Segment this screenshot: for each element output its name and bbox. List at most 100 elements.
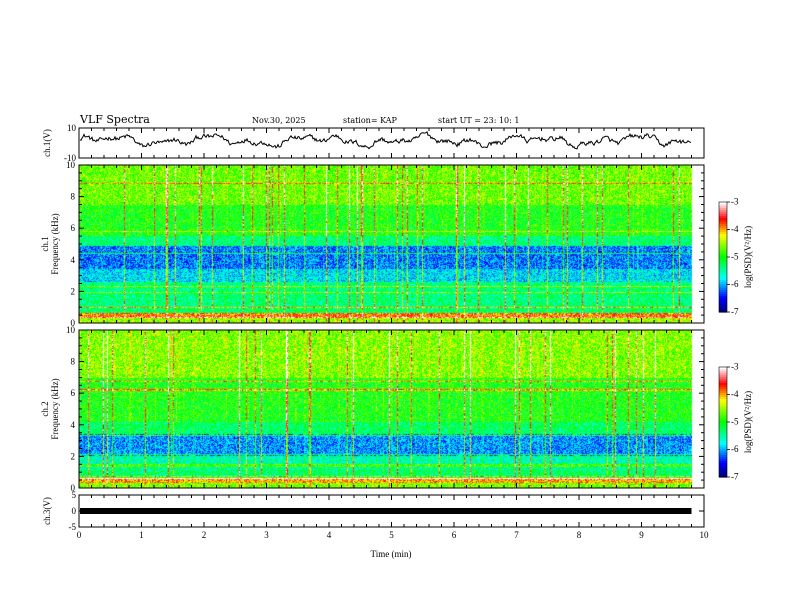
colorbar-segment xyxy=(719,411,727,414)
colorbar-segment xyxy=(719,447,727,450)
colorbar-segment xyxy=(719,300,727,303)
ch2-colorbar: -3 -4 -5 -6 -7 log(PSD)(V²/Hz) xyxy=(718,362,753,482)
colorbar-segment xyxy=(719,306,727,309)
ch2-frequency-axis-title: Frequency (kHz) xyxy=(50,378,60,439)
colorbar-segment xyxy=(719,459,727,462)
colorbar-segment xyxy=(719,453,727,456)
colorbar-segment xyxy=(719,403,727,406)
colorbar-segment xyxy=(719,415,727,418)
colorbar-segment xyxy=(719,272,727,275)
colorbar-segment xyxy=(719,423,727,426)
x-tick-label: 5 xyxy=(389,530,394,540)
colorbar-segment xyxy=(719,381,727,384)
ch2-spectrogram-panel: 0 2 4 6 8 10 ch.2 Frequency (kHz) -3 -4 -5 -6 -7 l… xyxy=(40,325,753,493)
station-label: station= KAP xyxy=(343,116,398,125)
colorbar-segment xyxy=(719,204,727,207)
colorbar-segment xyxy=(719,421,727,424)
ch2-spectrogram-xticks xyxy=(78,330,705,488)
colorbar-segment xyxy=(719,417,727,420)
colorbar-segment xyxy=(719,228,727,231)
colorbar-segment xyxy=(719,385,727,388)
colorbar-segment xyxy=(719,419,727,422)
colorbar-segment xyxy=(719,262,727,265)
colorbar-tick-label: -5 xyxy=(731,417,739,427)
ch3-waveform-panel: 50-5 0 1 2 3 4 5 6 7 8 9 10 ch.3(V) Time (min) xyxy=(42,490,709,559)
ch1-spectrogram-image xyxy=(79,165,704,323)
x-tick-label: 0 xyxy=(77,530,82,540)
colorbar-segment xyxy=(719,286,727,289)
freq-tick-label: 0 xyxy=(71,483,76,493)
freq-tick-label: 0 xyxy=(71,318,76,328)
ch3-waveform-trace xyxy=(80,508,692,514)
colorbar-segment xyxy=(719,216,727,219)
colorbar-segment xyxy=(719,375,727,378)
colorbar-segment xyxy=(719,266,727,269)
x-axis-label: Time (min) xyxy=(371,549,412,559)
colorbar-segment xyxy=(719,449,727,452)
colorbar-segment xyxy=(719,302,727,305)
colorbar-segment xyxy=(719,270,727,273)
colorbar-segment xyxy=(719,389,727,392)
colorbar-segment xyxy=(719,242,727,245)
colorbar-segment xyxy=(719,399,727,402)
ch2-freq-yticks: 0 2 4 6 8 10 xyxy=(66,325,704,493)
colorbar-segment xyxy=(719,232,727,235)
colorbar-segment xyxy=(719,383,727,386)
colorbar-segment xyxy=(719,435,727,438)
colorbar-segment xyxy=(719,304,727,307)
x-tick-label: 7 xyxy=(514,530,519,540)
ch3-y-tick-label: -5 xyxy=(69,522,77,532)
colorbar-segment xyxy=(719,238,727,241)
colorbar-label: log(PSD)(V²/Hz) xyxy=(743,391,753,453)
colorbar-segment xyxy=(719,377,727,380)
ch2-channel-name: ch.2 xyxy=(40,401,50,416)
colorbar-segment xyxy=(719,441,727,444)
colorbar-segment xyxy=(719,202,727,205)
colorbar-segment xyxy=(719,439,727,442)
start-time-label: start UT = 23: 10: 1 xyxy=(438,116,519,125)
colorbar-segment xyxy=(719,292,727,295)
colorbar-segment xyxy=(719,387,727,390)
colorbar-segment xyxy=(719,282,727,285)
ch3-yticks: 5 0 -5 xyxy=(69,490,704,532)
freq-tick-label: 4 xyxy=(71,420,76,430)
x-axis-ticks: 0 1 2 3 4 5 6 7 8 9 10 xyxy=(77,495,709,540)
ch1-freq-yticks: 0 2 4 6 8 10 xyxy=(66,160,704,328)
colorbar-tick-label: -3 xyxy=(731,362,739,372)
colorbar-segment xyxy=(719,298,727,301)
colorbar-segment xyxy=(719,369,727,372)
colorbar-segment xyxy=(719,258,727,261)
date-label: Nov.30, 2025 xyxy=(252,116,306,125)
freq-tick-label: 8 xyxy=(71,192,76,202)
colorbar-segment xyxy=(719,212,727,215)
ch1-waveform-panel: 10 -10 ch.1(V) xyxy=(42,123,705,163)
ch3-y-tick-label: 0 xyxy=(72,506,77,516)
freq-tick-label: 6 xyxy=(71,388,76,398)
colorbar-segment xyxy=(719,437,727,440)
x-tick-label: 2 xyxy=(202,530,207,540)
x-tick-label: 4 xyxy=(327,530,332,540)
colorbar-segment xyxy=(719,429,727,432)
ch3-y-tick-label: 5 xyxy=(72,490,77,500)
colorbar-segment xyxy=(719,276,727,279)
colorbar-tick-label: -4 xyxy=(731,389,739,399)
colorbar-segment xyxy=(719,451,727,454)
colorbar-segment xyxy=(719,274,727,277)
ch1-spectrogram-panel: 0 2 4 6 8 10 ch.1 Frequency (kHz) -3 -4 -5 -6 -7 l… xyxy=(40,160,753,328)
colorbar-segment xyxy=(719,290,727,293)
freq-tick-label: 2 xyxy=(71,451,76,461)
x-tick-label: 9 xyxy=(639,530,644,540)
colorbar-segment xyxy=(719,391,727,394)
ch1-yticks: 10 -10 xyxy=(64,123,704,163)
colorbar-segment xyxy=(719,409,727,412)
colorbar-tick-label: -6 xyxy=(731,279,739,289)
colorbar-segment xyxy=(719,284,727,287)
ch2-channel-label: ch.2 xyxy=(40,401,50,416)
colorbar-segment xyxy=(719,310,727,313)
colorbar-segment xyxy=(719,443,727,446)
ch1-y-tick-label: -10 xyxy=(64,153,76,163)
ch1-ylabel: ch.1(V) xyxy=(42,129,52,157)
colorbar-segment xyxy=(719,425,727,428)
colorbar-segment xyxy=(719,296,727,299)
